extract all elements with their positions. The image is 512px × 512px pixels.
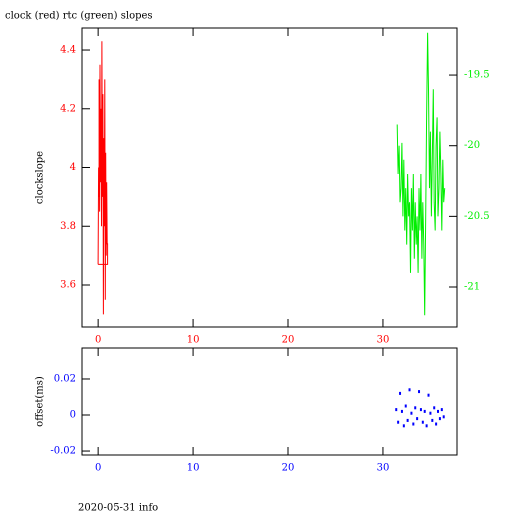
y2-tick-label: -21 xyxy=(464,282,480,293)
point xyxy=(397,420,400,424)
point xyxy=(399,391,402,395)
y-tick-label: 0 xyxy=(70,410,76,421)
point xyxy=(406,418,409,422)
y-tick-label: 0.02 xyxy=(54,373,76,384)
y-axis-label: clockslope xyxy=(35,151,46,204)
x-tick-label: 0 xyxy=(95,463,101,474)
point xyxy=(410,411,413,415)
point xyxy=(416,417,419,421)
y2-tick-label: -19.5 xyxy=(464,70,490,81)
y2-tick-label: -20.5 xyxy=(464,211,490,222)
plot-frame xyxy=(81,347,458,456)
y-tick-label: 4.2 xyxy=(60,103,76,114)
y-tick-label: -0.02 xyxy=(50,446,76,457)
x-tick-label: 20 xyxy=(282,463,295,474)
point xyxy=(425,424,428,428)
point xyxy=(438,417,441,421)
point xyxy=(423,409,426,413)
point xyxy=(395,408,398,412)
x-tick-label: 30 xyxy=(377,335,390,346)
y-axis-label: offset(ms) xyxy=(35,376,46,427)
point xyxy=(435,422,438,426)
point xyxy=(431,418,434,422)
point xyxy=(433,406,436,410)
point xyxy=(402,424,405,428)
x-tick-label: 10 xyxy=(187,463,200,474)
x-tick-label: 30 xyxy=(377,463,390,474)
footer: 2020-05-31 info xyxy=(78,503,158,512)
point xyxy=(419,408,422,412)
series-line xyxy=(396,32,446,316)
point xyxy=(414,406,417,410)
y-tick-label: 3.8 xyxy=(60,221,76,232)
x-tick-label: 0 xyxy=(95,335,101,346)
point xyxy=(440,408,443,412)
point xyxy=(412,422,415,426)
y-tick-label: 4 xyxy=(70,162,76,173)
x-tick-label: 20 xyxy=(282,335,295,346)
series-line xyxy=(97,41,109,315)
point xyxy=(404,404,407,408)
y-tick-label: 4.4 xyxy=(60,45,76,56)
point xyxy=(437,409,440,413)
plot-frame xyxy=(81,27,458,328)
point xyxy=(408,388,411,392)
point xyxy=(421,420,424,424)
point xyxy=(429,411,432,415)
point xyxy=(400,409,403,413)
chart-title: clock (red) rtc (green) slopes xyxy=(5,11,153,22)
point xyxy=(427,393,430,397)
point xyxy=(418,390,421,394)
point xyxy=(442,415,445,419)
y-tick-label: 3.6 xyxy=(60,279,76,290)
y2-tick-label: -20 xyxy=(464,140,480,151)
x-tick-label: 10 xyxy=(187,335,200,346)
